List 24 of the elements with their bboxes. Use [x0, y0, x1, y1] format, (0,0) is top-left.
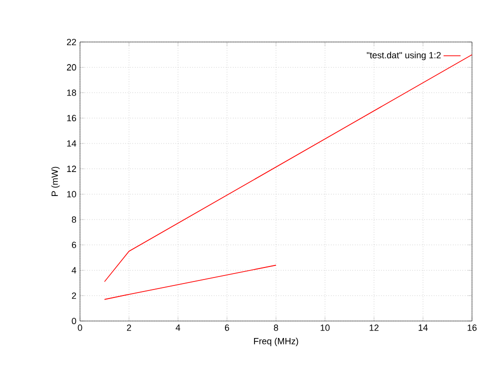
- y-tick-label: 10: [67, 191, 76, 198]
- x-tick-label: 0: [78, 324, 82, 331]
- y-tick-label: 20: [66, 64, 76, 71]
- y-tick-label: 18: [67, 90, 76, 96]
- y-tick-label: 22: [66, 38, 76, 46]
- y-tick-label: 8: [72, 216, 76, 223]
- y-tick-label: 14: [67, 140, 76, 147]
- x-tick-label: 16: [468, 324, 477, 331]
- x-tick-label: 10: [320, 324, 330, 331]
- y-tick-label: 12: [67, 166, 76, 172]
- x-tick-label: 2: [126, 324, 132, 331]
- y-tick-label: 4: [72, 267, 76, 274]
- y-tick-label: 0: [72, 318, 76, 324]
- y-tick-label: 6: [72, 242, 76, 248]
- x-tick-label: 6: [224, 324, 230, 331]
- y-axis-title: P (mW): [51, 166, 60, 196]
- legend-label: "test.dat" using 1:2: [366, 52, 441, 60]
- x-tick-label: 14: [418, 324, 428, 331]
- x-tick-label: 12: [370, 324, 379, 331]
- y-tick-label: 2: [72, 292, 76, 299]
- y-tick-label: 16: [67, 114, 76, 122]
- x-tick-label: 8: [274, 324, 278, 331]
- x-tick-label: 4: [176, 324, 180, 331]
- x-axis-title: Freq (MHz): [254, 338, 298, 346]
